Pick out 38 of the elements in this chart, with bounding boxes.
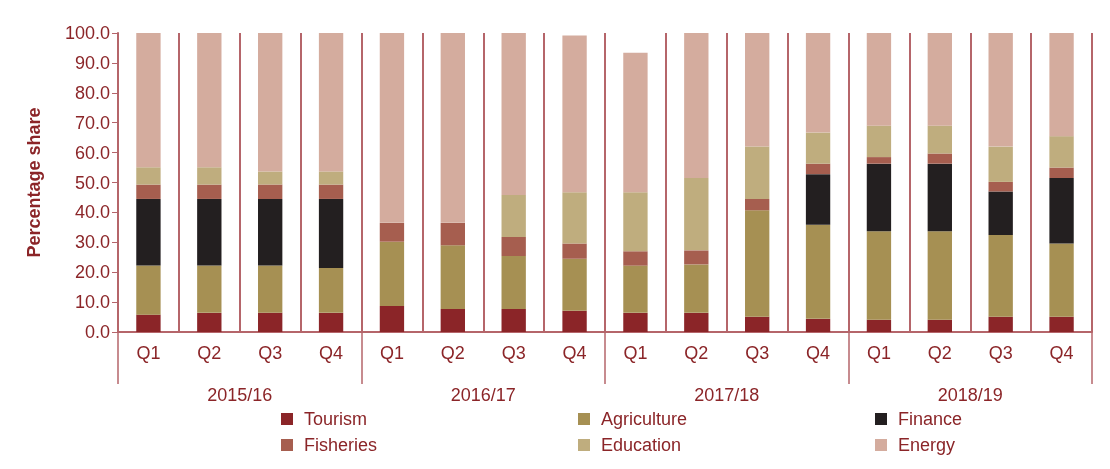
y-tick-label: 50.0 — [74, 172, 110, 193]
y-tick-label: 0.0 — [84, 322, 110, 342]
x-tick-label: Q3 — [745, 343, 770, 363]
x-tick-label: Q1 — [379, 343, 404, 363]
x-tick-label: Q4 — [1049, 343, 1074, 363]
x-tick-label: Q1 — [866, 343, 891, 363]
y-tick-label: 100.0 — [64, 23, 110, 43]
y-tick-label: 70.0 — [74, 112, 110, 133]
x-tick-label: Q2 — [927, 343, 952, 363]
x-tick-label: Q1 — [136, 343, 161, 363]
x-tick-label: Q1 — [623, 343, 648, 363]
y-axis-title: Percentage share — [24, 107, 44, 258]
legend-label: Tourism — [304, 409, 368, 429]
y-tick-label: 20.0 — [74, 262, 110, 283]
y-tick-label: 30.0 — [74, 232, 110, 253]
y-tick-label: 80.0 — [74, 82, 110, 103]
legend-label: Energy — [898, 435, 956, 455]
x-tick-label: Q4 — [319, 343, 344, 363]
legend-label: Agriculture — [601, 409, 688, 429]
y-tick-label: 60.0 — [74, 142, 110, 163]
y-tick-label: 90.0 — [74, 52, 110, 73]
x-tick-label: Q4 — [806, 343, 831, 363]
x-tick-label: Q3 — [258, 343, 283, 363]
legend-label: Finance — [898, 409, 963, 429]
x-tick-label: Q4 — [562, 343, 587, 363]
x-tick-label: Q2 — [197, 343, 222, 363]
x-tick-label: Q2 — [684, 343, 709, 363]
text: 2015/16 — [207, 385, 273, 405]
x-tick-label: Q3 — [988, 343, 1013, 363]
y-tick-label: 10.0 — [74, 292, 110, 313]
legend-label: Education — [601, 435, 682, 455]
text: 2018/19 — [937, 385, 1003, 405]
text: 2017/18 — [694, 385, 760, 405]
x-tick-label: Q3 — [501, 343, 526, 363]
text: 2016/17 — [450, 385, 516, 405]
legend-label: Fisheries — [304, 435, 378, 455]
y-tick-label: 40.0 — [74, 202, 110, 223]
x-tick-label: Q2 — [440, 343, 465, 363]
